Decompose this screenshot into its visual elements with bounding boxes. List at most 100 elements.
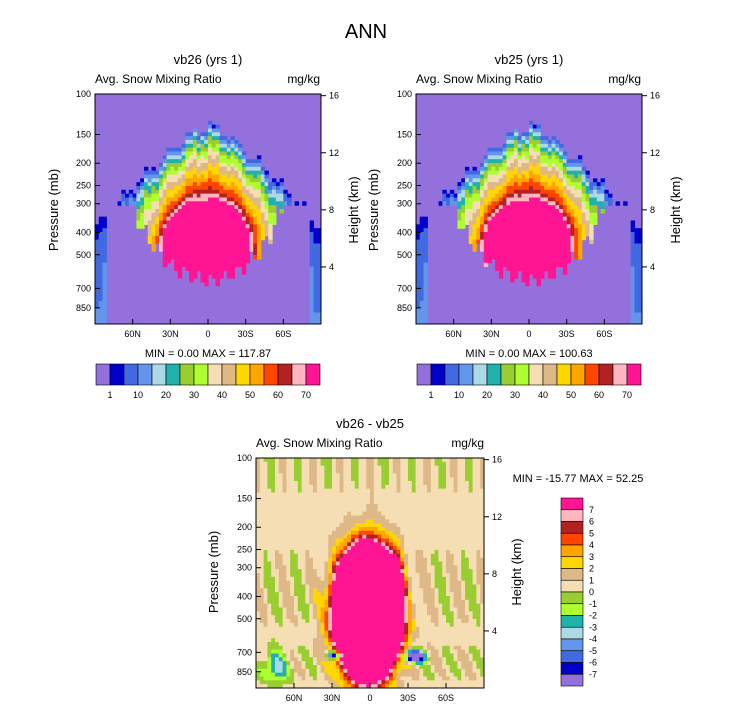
contour-cell [278, 507, 284, 513]
contour-cell [430, 530, 436, 536]
contour-cell [267, 550, 272, 555]
contour-cell [366, 588, 371, 593]
contour-cell [211, 251, 217, 256]
contour-cell [419, 538, 424, 543]
contour-cell [259, 530, 265, 536]
contour-cell [264, 174, 269, 179]
contour-cell [574, 239, 579, 245]
contour-cell [192, 155, 198, 160]
contour-cell [301, 477, 306, 482]
contour-cell [419, 243, 425, 248]
contour-cell [166, 235, 171, 241]
colorbar-swatch [291, 363, 307, 386]
contour-cell [271, 519, 276, 524]
contour-cell [238, 255, 243, 260]
contour-cell [192, 255, 198, 260]
contour-cell [290, 481, 295, 486]
contour-cell [151, 239, 156, 245]
contour-cell [358, 538, 363, 543]
contour-cell [339, 484, 344, 490]
contour-cell [264, 216, 269, 222]
contour-cell [377, 484, 382, 490]
contour-cell [457, 492, 462, 497]
contour-cell [256, 573, 261, 578]
contour-cell [347, 550, 352, 555]
contour-cell [328, 534, 333, 540]
contour-cell [282, 599, 287, 605]
y-tick-label: 850 [76, 303, 91, 313]
contour-cell [204, 274, 209, 279]
contour-cell [400, 550, 405, 555]
y-right-tick-label: 4 [329, 262, 334, 272]
contour-cell [294, 461, 299, 467]
contour-cell [434, 530, 439, 536]
contour-cell [256, 182, 262, 187]
contour-cell [577, 189, 583, 195]
contour-cell [305, 492, 310, 497]
contour-cell [377, 530, 382, 536]
contour-cell [465, 557, 470, 563]
contour-cell [362, 584, 367, 589]
contour-cell [245, 220, 251, 225]
contour-cell [434, 592, 439, 597]
contour-cell [271, 603, 276, 609]
contour-cell [529, 232, 534, 237]
x-tick-label: 30N [483, 329, 500, 339]
y-tick-label: 100 [76, 89, 91, 99]
contour-cell [392, 580, 398, 586]
contour-cell [559, 155, 564, 160]
contour-cell [453, 469, 458, 474]
contour-cell [147, 212, 153, 218]
contour-cell [453, 511, 458, 517]
contour-cell [468, 569, 474, 574]
contour-cell [256, 530, 261, 536]
contour-cell [446, 461, 451, 467]
contour-cell [521, 174, 526, 179]
contour-cell [301, 538, 306, 543]
contour-cell [476, 224, 481, 229]
contour-cell [385, 461, 390, 467]
contour-cell [623, 201, 628, 206]
contour-cell [453, 507, 458, 513]
contour-cell [589, 216, 594, 222]
contour-cell [286, 461, 291, 467]
contour-cell [389, 458, 394, 463]
contour-cell [446, 596, 451, 601]
contour-cell [555, 258, 560, 264]
contour-cell [290, 580, 295, 586]
contour-cell [95, 304, 100, 310]
contour-cell [419, 320, 425, 324]
contour-cell [317, 304, 321, 310]
contour-cell [278, 484, 284, 490]
contour-cell [453, 565, 458, 570]
contour-cell [200, 159, 205, 164]
contour-cell [264, 193, 269, 199]
contour-cell [335, 496, 341, 501]
contour-cell [510, 239, 515, 245]
contour-cell [95, 301, 100, 306]
contour-cell [264, 170, 269, 176]
contour-cell [287, 193, 292, 199]
contour-cell [162, 243, 168, 248]
contour-cell [313, 511, 318, 517]
contour-cell [476, 235, 481, 241]
contour-cell [271, 465, 276, 471]
contour-cell [238, 251, 243, 256]
contour-cell [253, 255, 258, 260]
contour-cell [408, 504, 413, 509]
contour-cell [389, 507, 394, 513]
contour-cell [442, 588, 447, 593]
contour-cell [434, 573, 439, 578]
contour-cell [196, 251, 202, 256]
contour-cell [275, 588, 280, 593]
contour-cell [404, 534, 409, 540]
contour-cell [510, 159, 515, 164]
contour-cell [185, 209, 190, 214]
contour-cell [389, 580, 394, 586]
contour-cell [305, 523, 310, 528]
contour-cell [309, 530, 314, 536]
contour-cell [544, 258, 549, 264]
contour-cell [339, 519, 344, 524]
contour-cell [185, 224, 190, 229]
contour-cell [174, 193, 179, 199]
